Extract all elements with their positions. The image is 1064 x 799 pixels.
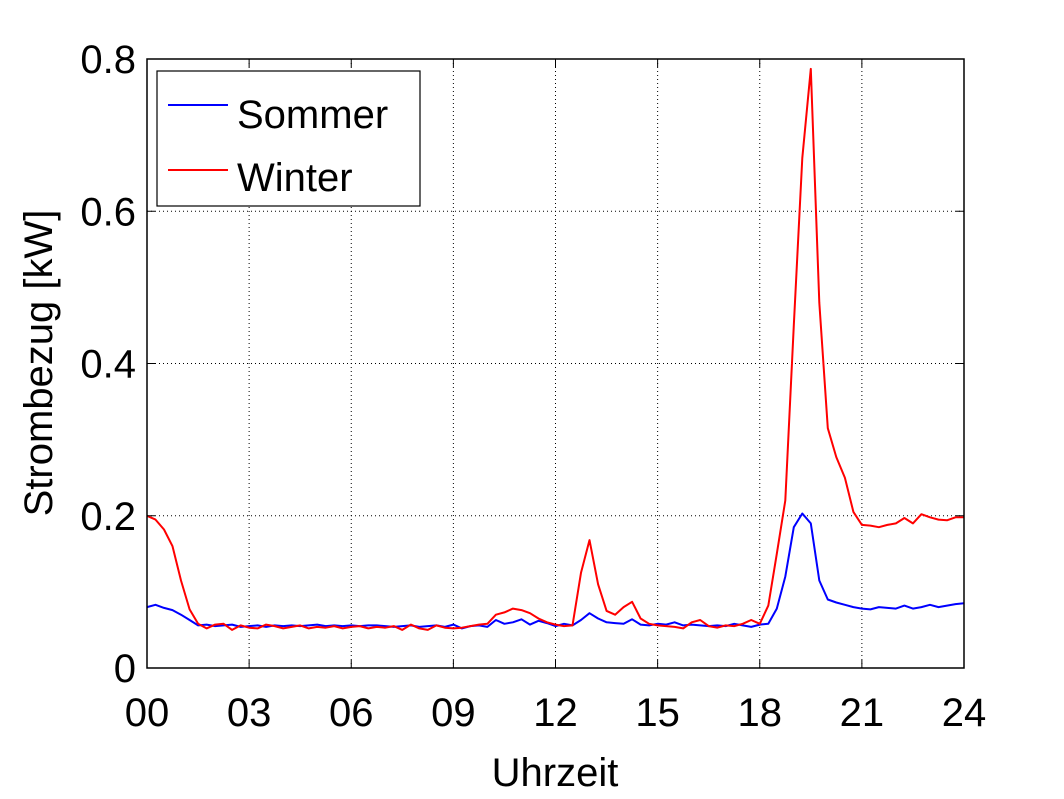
x-tick-label: 09 bbox=[431, 691, 476, 735]
series-line-winter bbox=[146, 67, 964, 631]
y-tick-label: 0.8 bbox=[80, 38, 136, 82]
legend-label-sommer: Sommer bbox=[237, 93, 388, 137]
y-tick-label: 0.4 bbox=[80, 343, 136, 387]
tick-marks bbox=[146, 58, 965, 669]
x-tick-label: 18 bbox=[738, 691, 783, 735]
grid-lines bbox=[147, 59, 964, 668]
legend-label-winter: Winter bbox=[237, 156, 353, 200]
x-tick-label: 00 bbox=[125, 691, 170, 735]
y-tick-labels: 0 0.2 0.4 0.6 0.8 bbox=[80, 38, 136, 691]
legend-box bbox=[156, 70, 421, 207]
legend: Sommer Winter bbox=[156, 70, 421, 207]
x-axis-label: Uhrzeit bbox=[492, 751, 619, 795]
x-tick-label: 24 bbox=[942, 691, 987, 735]
x-tick-label: 06 bbox=[329, 691, 374, 735]
y-tick-label: 0 bbox=[114, 647, 136, 691]
x-tick-label: 03 bbox=[227, 691, 272, 735]
series-layer bbox=[146, 67, 965, 631]
y-tick-label: 0.2 bbox=[80, 495, 136, 539]
x-tick-label: 21 bbox=[840, 691, 885, 735]
x-tick-label: 12 bbox=[533, 691, 578, 735]
series-line-sommer bbox=[146, 512, 965, 630]
y-tick-label: 0.6 bbox=[80, 190, 136, 234]
y-axis-label: Strombezug [kW] bbox=[17, 210, 61, 517]
x-tick-label: 15 bbox=[635, 691, 680, 735]
x-tick-labels: 00 03 06 09 12 15 18 21 24 bbox=[125, 691, 987, 735]
